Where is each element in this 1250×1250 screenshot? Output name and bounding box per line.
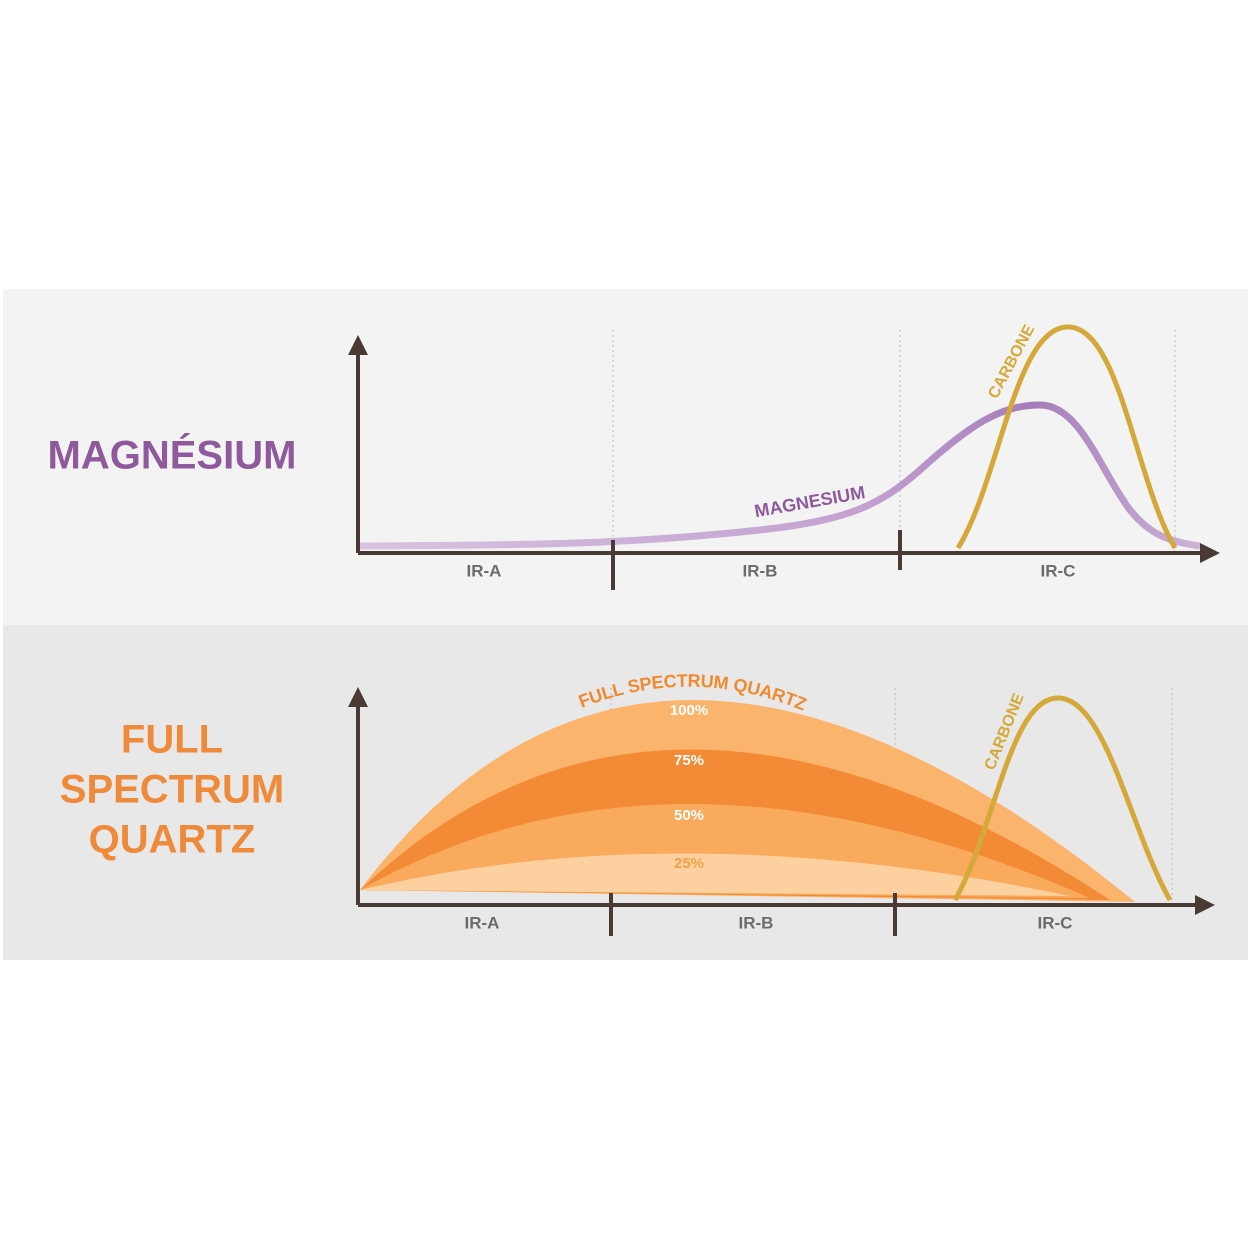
level-label: 25% — [674, 855, 704, 872]
band-label: IR-C — [1038, 913, 1073, 932]
panel-title: MAGNÉSIUM — [48, 433, 297, 478]
band-label: IR-A — [465, 913, 500, 932]
band-label: IR-B — [739, 913, 774, 932]
level-label: 75% — [674, 752, 704, 769]
band-label: IR-C — [1041, 561, 1076, 580]
panel-title: QUARTZ — [89, 818, 256, 862]
level-label: 100% — [670, 702, 708, 719]
level-label: 50% — [674, 807, 704, 824]
grid — [612, 330, 1176, 553]
magnesium-curve — [359, 401, 1201, 550]
carbone-curve — [952, 695, 1173, 902]
band-label: IR-B — [743, 561, 778, 580]
band-label: IR-A — [467, 561, 502, 580]
spectrum-band — [360, 853, 1070, 896]
panel-title: SPECTRUM — [60, 768, 284, 812]
carbone-curve — [955, 324, 1178, 550]
panel-title: FULL — [121, 718, 223, 762]
